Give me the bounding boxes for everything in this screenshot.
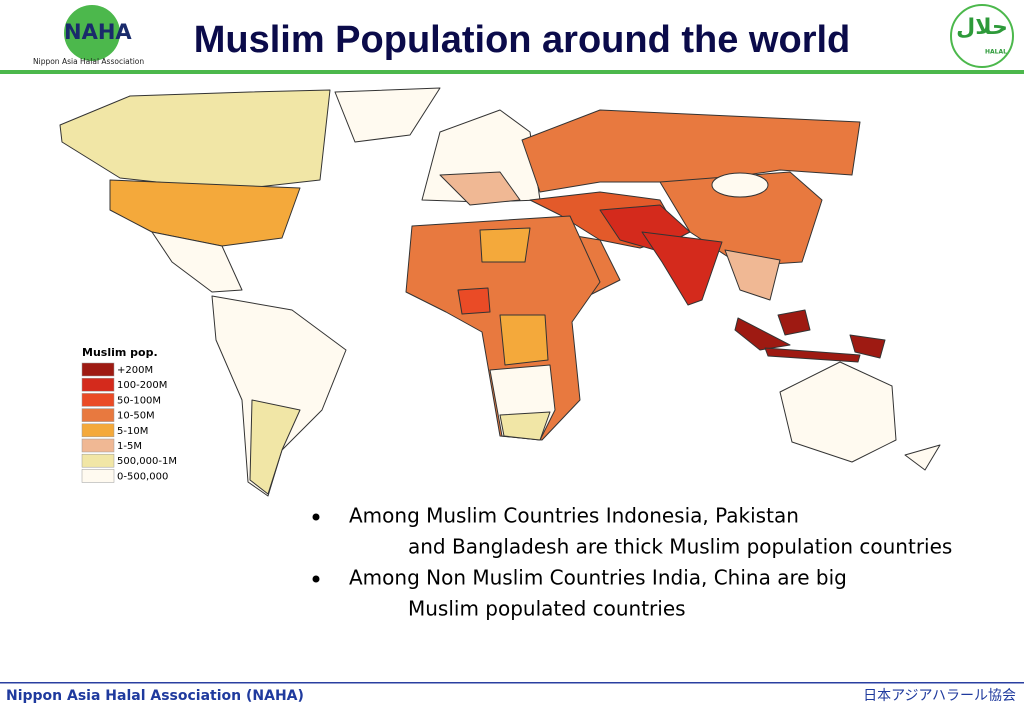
greenland	[334, 87, 441, 143]
logo-left-sub: Nippon Asia Halal Association	[33, 57, 144, 66]
legend-label: 100-200M	[117, 380, 167, 391]
title: Muslim Population around the world	[194, 19, 851, 61]
legend-label: 5-10M	[117, 426, 148, 437]
legend-label: 1-5M	[117, 441, 142, 452]
legend: Muslim pop. +200M 100-200M 50-100M 10-50M 5-…	[81, 346, 177, 483]
bullet-text: Among Non Muslim Countries India, China …	[349, 566, 847, 590]
bullet-text: Muslim populated countries	[408, 597, 686, 621]
southeast-asia	[724, 249, 781, 301]
legend-swatch	[81, 408, 115, 422]
legend-swatch	[81, 362, 115, 377]
footer-left: Nippon Asia Halal Association (NAHA)	[6, 688, 304, 704]
world-map	[59, 87, 941, 497]
legend-label: 50-100M	[117, 395, 161, 406]
legend-swatch	[81, 393, 115, 407]
legend-swatch	[81, 423, 115, 438]
legend-label: 500,000-1M	[117, 456, 177, 467]
logo-circle	[64, 5, 120, 61]
logo-right-ring	[950, 4, 1014, 68]
russia	[521, 109, 861, 193]
southern-europe	[439, 171, 521, 206]
sumatra	[734, 317, 791, 351]
bullet-dot	[312, 575, 320, 583]
logo-left: NAHA	[64, 20, 132, 44]
footer-rule	[0, 682, 1024, 684]
legend-label: 10-50M	[117, 411, 155, 422]
legend-label: 0-500,000	[117, 471, 168, 482]
south-america	[211, 295, 347, 497]
libya	[479, 227, 531, 263]
legend-swatch	[81, 438, 115, 453]
legend-title: Muslim pop.	[82, 346, 158, 359]
australia	[779, 361, 897, 463]
borneo	[777, 309, 811, 336]
new-zealand	[904, 444, 941, 471]
legend-swatch	[81, 377, 115, 392]
papua	[849, 334, 886, 359]
logo-right: حلال	[956, 15, 1008, 40]
central-america	[151, 231, 243, 293]
legend-swatch	[81, 453, 115, 468]
bullet-dot	[312, 513, 320, 521]
usa	[109, 179, 301, 247]
canada	[59, 89, 331, 191]
central-africa	[499, 314, 549, 366]
mongolia	[711, 172, 769, 198]
argentina	[249, 399, 301, 495]
bullets: Among Muslim Countries Indonesia, Pakist…	[312, 504, 952, 621]
india	[641, 231, 723, 306]
logo-right-sub: HALAL	[985, 49, 1007, 56]
header-rule	[0, 70, 1024, 74]
bullet-text: Among Muslim Countries Indonesia, Pakist…	[349, 504, 799, 528]
legend-label: +200M	[117, 365, 153, 376]
legend-swatch	[81, 469, 115, 483]
south-africa	[499, 411, 551, 441]
bullet-text: and Bangladesh are thick Muslim populati…	[408, 535, 952, 559]
java	[764, 347, 861, 363]
nigeria	[457, 287, 491, 315]
footer-right: 日本アジアハラール協会	[863, 688, 1016, 704]
